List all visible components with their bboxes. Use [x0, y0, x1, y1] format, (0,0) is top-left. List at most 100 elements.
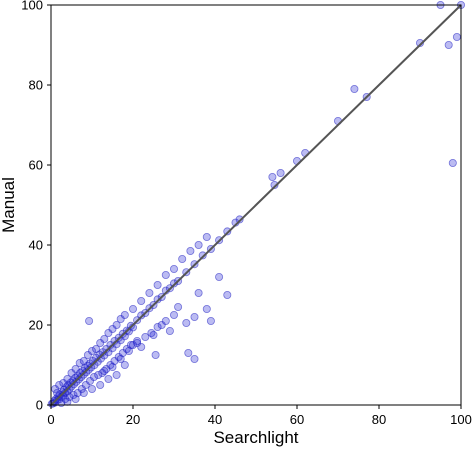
data-point	[71, 364, 80, 373]
data-point	[85, 316, 94, 325]
data-points	[47, 1, 465, 408]
data-point	[59, 378, 68, 387]
data-point	[137, 342, 146, 351]
x-axis-title: Searchlight	[213, 428, 298, 447]
data-point	[77, 384, 86, 393]
data-point	[276, 168, 285, 177]
x-tick-label: 20	[126, 412, 140, 427]
y-tick-label: 0	[36, 398, 43, 413]
identity-line	[50, 4, 462, 406]
y-tick-label: 60	[29, 158, 43, 173]
data-point	[118, 348, 127, 357]
data-point	[153, 280, 162, 289]
data-point	[133, 336, 142, 345]
data-point	[149, 330, 158, 339]
data-point	[169, 279, 178, 288]
data-point	[161, 316, 170, 325]
data-point	[141, 332, 150, 341]
data-point	[444, 41, 453, 50]
data-point	[153, 322, 162, 331]
data-point	[96, 380, 105, 389]
data-point	[153, 295, 162, 304]
data-point	[165, 326, 174, 335]
data-point	[448, 158, 457, 167]
data-point	[161, 270, 170, 279]
data-point	[202, 232, 211, 241]
data-point	[206, 316, 215, 325]
data-point	[79, 388, 88, 397]
data-point	[116, 354, 125, 363]
data-point	[90, 372, 99, 381]
data-point	[63, 374, 72, 383]
y-tick-label: 100	[21, 0, 43, 13]
data-point	[186, 246, 195, 255]
data-point	[88, 384, 97, 393]
data-point	[145, 288, 154, 297]
data-point	[133, 338, 142, 347]
y-axis: 0 20 40 60 80 100	[21, 0, 51, 413]
data-point	[112, 320, 121, 329]
data-point	[104, 328, 113, 337]
x-tick-label: 40	[208, 412, 222, 427]
data-point	[415, 39, 424, 48]
data-point	[100, 334, 109, 343]
y-tick-label: 20	[29, 318, 43, 333]
data-point	[128, 304, 137, 313]
data-point	[128, 340, 137, 349]
data-point	[73, 388, 82, 397]
data-point	[108, 324, 117, 333]
data-point	[86, 376, 95, 385]
data-point	[270, 180, 279, 189]
data-point	[157, 320, 166, 329]
data-point	[182, 318, 191, 327]
data-point	[81, 380, 90, 389]
x-tick-label: 0	[47, 412, 54, 427]
data-point	[69, 390, 78, 399]
data-point	[108, 362, 117, 371]
y-tick-label: 80	[29, 78, 43, 93]
x-axis: 0 20 40 60 80 100	[47, 405, 472, 427]
data-point	[178, 254, 187, 263]
data-point	[151, 350, 160, 359]
data-point	[124, 346, 133, 355]
data-point	[223, 227, 232, 236]
plot-frame	[50, 4, 462, 406]
data-point	[194, 240, 203, 249]
data-point	[55, 380, 64, 389]
data-point	[137, 296, 146, 305]
data-point	[215, 272, 224, 281]
data-point	[235, 215, 244, 224]
x-tick-label: 80	[372, 412, 386, 427]
data-point	[190, 312, 199, 321]
data-point	[202, 304, 211, 313]
data-point	[169, 264, 178, 273]
data-point	[350, 85, 359, 94]
data-point	[452, 33, 461, 42]
data-point	[120, 360, 129, 369]
data-point	[92, 344, 101, 353]
data-point	[83, 350, 92, 359]
data-point	[198, 251, 207, 260]
data-point	[100, 366, 109, 375]
y-axis-title: Manual	[0, 177, 18, 233]
data-point	[190, 354, 199, 363]
data-point	[223, 290, 232, 299]
data-point	[169, 310, 178, 319]
data-point	[174, 302, 183, 311]
data-point	[63, 397, 72, 406]
data-point	[96, 338, 105, 347]
data-point	[126, 340, 135, 349]
y-tick-label: 40	[29, 238, 43, 253]
data-point	[88, 346, 97, 355]
data-point	[104, 374, 113, 383]
data-point	[112, 370, 121, 379]
data-point	[110, 356, 119, 365]
data-point	[194, 288, 203, 297]
x-tick-label: 60	[290, 412, 304, 427]
data-point	[65, 392, 74, 401]
data-point	[184, 348, 193, 357]
data-point	[67, 368, 76, 377]
data-point	[75, 358, 84, 367]
x-tick-label: 100	[450, 412, 472, 427]
